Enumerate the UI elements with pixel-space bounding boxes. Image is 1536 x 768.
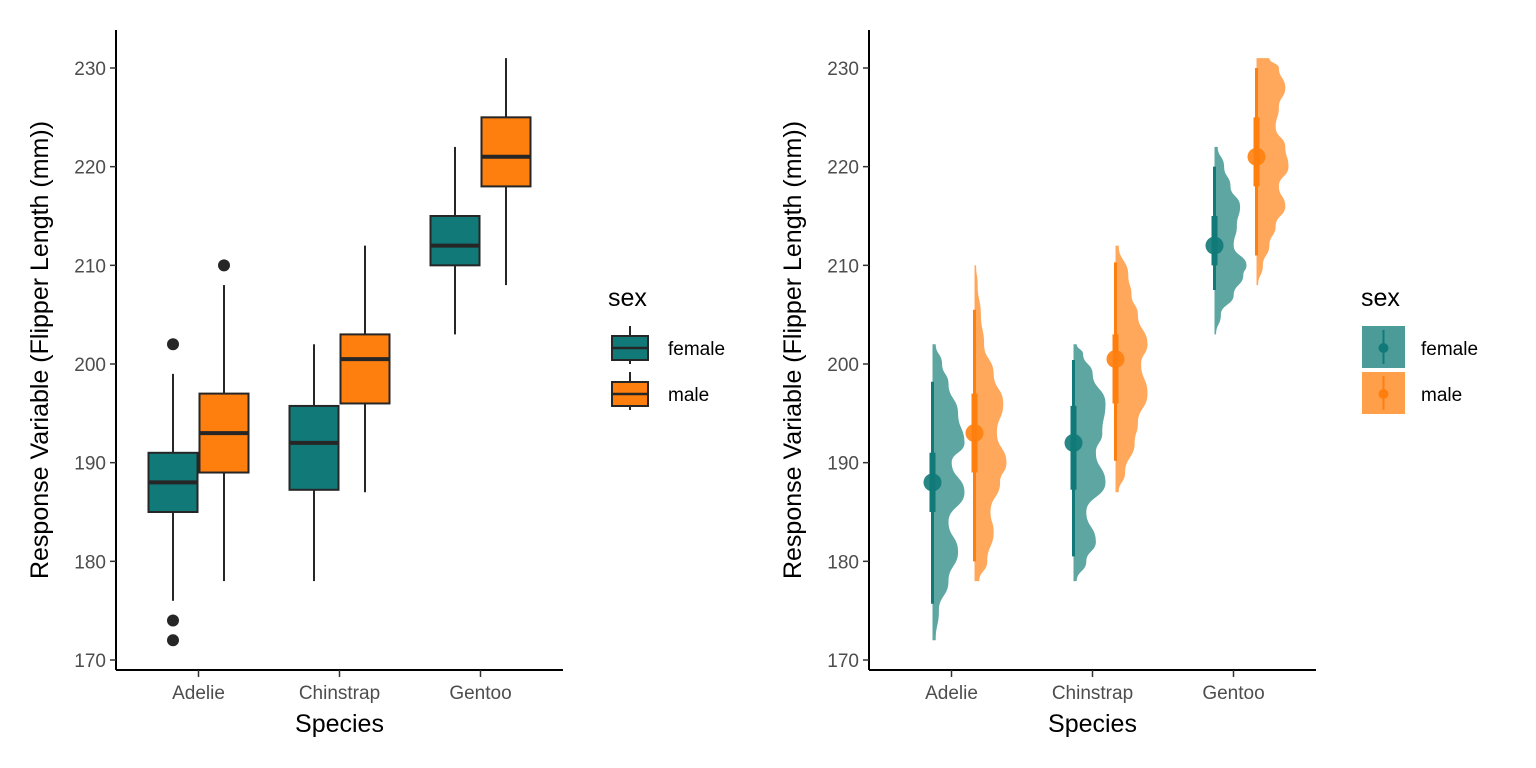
y-tick-label-220: 220 [74,158,106,179]
raincloud-panel: 170 180 190 200 210 220 230 Adelie Chinstrap Gen… [779,30,1478,738]
y-axis-ticks: 170 180 190 200 210 220 230 [827,59,869,672]
legend-label-female: female [668,339,725,360]
density-cloud-male-chinstrap [1115,245,1148,493]
y-tick-label-220: 220 [827,158,859,179]
y-tick-label-210: 210 [74,256,106,277]
y-tick-label-230: 230 [827,59,859,80]
y-tick-label-170: 170 [74,651,106,672]
density-cloud-female-gentoo [1214,146,1247,335]
legend-key-point-female [1378,343,1389,353]
legend-title: sex [608,284,647,312]
median-point-male-gentoo [1247,147,1266,166]
y-tick-label-230: 230 [74,59,106,80]
raincloud-marks [923,58,1289,641]
density-cloud-male-gentoo [1256,58,1289,286]
x-tick-label-gentoo: Gentoo [449,683,511,704]
box-male-gentoo [480,116,532,188]
y-axis-title: Response Variable (Flipper Length (mm)) [26,121,54,579]
x-tick-label-chinstrap: Chinstrap [299,683,380,704]
boxplot-panel: 170 180 190 200 210 220 230 Adelie Chinstrap Gen… [26,30,725,738]
box-female-gentoo [429,215,481,267]
legend-label-male: male [1421,385,1462,406]
x-axis-ticks: Adelie Chinstrap Gentoo [925,670,1265,704]
legend-keys [1362,326,1405,414]
legend-key-point-male [1378,389,1389,399]
density-cloud-male-adelie [974,265,1007,582]
median-point-male-chinstrap [1106,350,1125,369]
x-axis-title: Species [295,710,384,738]
outlier-male-adelie-0 [218,259,230,272]
outlier-female-adelie-2 [167,634,179,647]
y-tick-label-190: 190 [827,454,859,475]
outlier-female-adelie-0 [167,338,179,351]
x-axis-title: Species [1048,710,1137,738]
outlier-female-adelie-1 [167,614,179,627]
legend: sex female male [608,284,725,410]
x-tick-label-chinstrap: Chinstrap [1052,683,1133,704]
x-axis-ticks: Adelie Chinstrap Gentoo [172,670,512,704]
median-point-male-adelie [965,424,984,443]
legend: sex female male [1361,284,1478,414]
density-cloud-female-adelie [932,344,965,641]
y-tick-label-200: 200 [827,355,859,376]
y-tick-label-200: 200 [74,355,106,376]
boxplot-marks [147,58,532,647]
x-tick-label-adelie: Adelie [172,683,225,704]
x-tick-label-gentoo: Gentoo [1202,683,1264,704]
median-point-female-chinstrap [1064,433,1083,452]
legend-label-female: female [1421,339,1478,360]
legend-label-male: male [668,385,709,406]
y-tick-label-190: 190 [74,454,106,475]
y-axis-title: Response Variable (Flipper Length (mm)) [779,121,807,579]
box-female-chinstrap [288,404,340,491]
y-axis-ticks: 170 180 190 200 210 220 230 [74,59,116,672]
box-male-chinstrap [339,333,391,405]
y-tick-label-180: 180 [827,552,859,573]
median-point-female-adelie [923,473,942,492]
legend-keys [611,326,649,410]
density-cloud-female-chinstrap [1073,344,1106,582]
y-tick-label-180: 180 [74,552,106,573]
median-point-female-gentoo [1205,236,1224,255]
y-tick-label-210: 210 [827,256,859,277]
y-tick-label-170: 170 [827,651,859,672]
legend-title: sex [1361,284,1400,312]
x-tick-label-adelie: Adelie [925,683,978,704]
